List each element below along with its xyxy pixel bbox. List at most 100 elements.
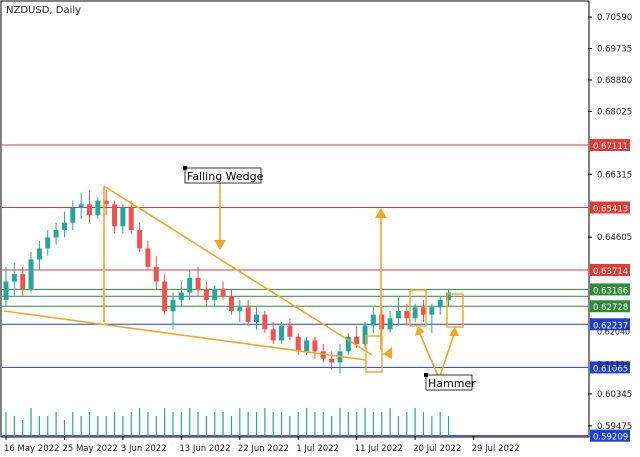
candle-body <box>312 340 318 352</box>
candle-body <box>237 307 243 311</box>
candle-body <box>446 292 452 300</box>
pattern-drawings <box>3 182 464 377</box>
price-tick-label: 0.62040 <box>597 328 630 337</box>
hammer-label: Hammer <box>428 377 476 390</box>
candle-body <box>103 200 109 205</box>
plot-frame <box>0 0 590 438</box>
date-tick-label: 25 May 2022 <box>62 444 117 454</box>
date-tick-label: 13 Jun 2022 <box>179 444 230 454</box>
falling-wedge-label: Falling Wedge <box>187 170 264 183</box>
candle-body <box>395 310 401 319</box>
hammer-box <box>365 335 383 373</box>
hammer-arrow-left <box>419 333 439 377</box>
candle-body <box>153 266 159 282</box>
level-price-label: 0.63186 <box>593 286 628 296</box>
candle-body <box>429 307 435 315</box>
price-tick-label: 0.64605 <box>597 233 632 243</box>
candle-body <box>78 204 84 208</box>
candle-body <box>178 292 184 300</box>
candle-body <box>28 259 34 289</box>
candle-body <box>36 248 42 260</box>
hammer-arrow-right-head <box>449 327 459 336</box>
level-price-tag <box>590 429 630 442</box>
hammer-arrow-left-head <box>415 326 425 336</box>
candle-body <box>120 207 126 227</box>
wedge-arrow-head <box>214 240 226 250</box>
level-price-tag <box>590 139 630 152</box>
level-price-label: 0.67111 <box>593 142 628 152</box>
candle-body <box>320 351 326 359</box>
candle-body <box>412 307 418 319</box>
candle-body <box>187 277 193 293</box>
candle-body <box>45 237 51 249</box>
candle-body <box>279 325 285 341</box>
candle-body <box>270 329 276 341</box>
level-price-label: 0.63714 <box>593 267 628 277</box>
date-tick-label: 11 Jul 2022 <box>355 444 403 454</box>
level-price-label: 0.62237 <box>593 321 628 331</box>
candle-body <box>128 207 134 231</box>
candle-body <box>354 336 360 345</box>
candle-body <box>3 281 9 300</box>
candle-body <box>112 204 118 227</box>
candle-body <box>162 281 168 311</box>
annotation-labels: Falling Wedge Hammer <box>183 166 476 391</box>
date-tick-label: 22 Jun 2022 <box>238 444 289 454</box>
hammer-anchor <box>424 373 428 377</box>
level-price-label: 0.59209 <box>593 433 628 443</box>
candle-body <box>95 200 101 216</box>
date-axis: 16 May 2022 25 May 2022 3 Jun 2022 13 Jun 2… <box>4 436 520 454</box>
price-tick-label: 0.69735 <box>597 45 632 55</box>
date-tick-label: 3 Jun 2022 <box>121 444 167 454</box>
candle-body <box>345 336 351 352</box>
candle-body <box>11 274 17 282</box>
price-axis: 0.67111 0.65413 0.63714 0.63186 0.62728 0.622… <box>588 13 632 443</box>
candle-body <box>87 204 92 216</box>
date-tick-label: 20 Jul 2022 <box>413 444 461 454</box>
candle-body <box>195 277 201 289</box>
hammer-arrow-right <box>439 333 455 377</box>
candle-body <box>370 314 376 326</box>
candle-body <box>304 340 310 352</box>
level-price-tag <box>590 283 630 296</box>
falling-wedge-anchor <box>183 166 187 170</box>
falling-wedge-label-box <box>184 167 262 184</box>
candle-body <box>212 288 218 300</box>
target-arrow-head <box>375 208 387 218</box>
wedge-upper-line <box>103 185 373 356</box>
candle-body <box>254 314 259 322</box>
level-price-tag <box>590 361 630 374</box>
level-price-tag <box>590 201 630 214</box>
candle-body <box>170 299 176 311</box>
chart-title: NZDUSD, Daily <box>6 5 81 16</box>
price-tick-label: 0.59475 <box>597 422 632 432</box>
candle-body <box>220 288 226 297</box>
level-price-tag <box>590 318 630 331</box>
price-tick-label: 0.68880 <box>597 76 632 86</box>
price-tick-label: 0.68025 <box>597 107 632 117</box>
candle-body <box>421 307 426 315</box>
candle-body <box>437 299 443 308</box>
candle-body <box>137 230 143 249</box>
candle-body <box>295 336 301 352</box>
candle-body <box>362 325 368 345</box>
wedge-lower-line <box>3 310 367 361</box>
price-tick-label: 0.70590 <box>597 13 632 23</box>
level-price-label: 0.61065 <box>593 364 628 374</box>
price-tick-label: 0.61160 <box>597 360 630 369</box>
level-price-tag <box>590 300 630 313</box>
candle-body <box>145 248 151 267</box>
candle-body <box>245 307 251 322</box>
candle-body <box>70 207 76 223</box>
breakout-arrow-head <box>383 347 392 359</box>
price-tick-label: 0.60345 <box>597 390 632 400</box>
candle-body <box>53 230 59 238</box>
hammer-label-box <box>425 374 473 391</box>
level-price-label: 0.65413 <box>593 204 628 214</box>
candle-body <box>61 222 67 231</box>
level-price-tag <box>590 263 630 276</box>
candle-body <box>20 274 26 289</box>
level-price-label: 0.62728 <box>593 303 628 313</box>
